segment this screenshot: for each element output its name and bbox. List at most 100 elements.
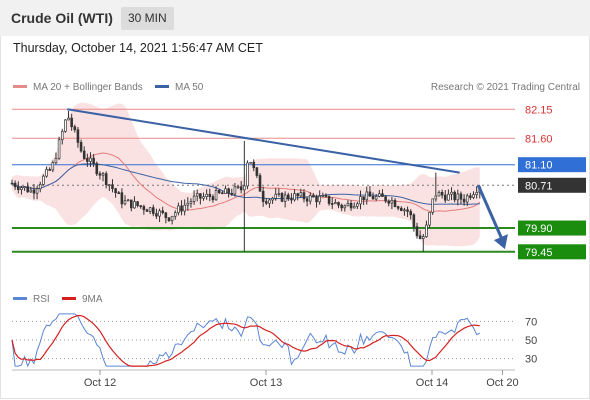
candle-body [192, 195, 196, 202]
candle-body [111, 184, 114, 190]
candle-body [73, 126, 77, 131]
candle-body [406, 209, 409, 212]
candle-body [133, 201, 136, 209]
candle-body [92, 157, 95, 164]
rsi-tick-70: 70 [525, 316, 537, 328]
candle-body [126, 199, 130, 202]
candle-body [236, 186, 240, 189]
candle-body [148, 207, 152, 212]
x-tick-label: Oct 14 [416, 377, 448, 389]
candle-body [67, 117, 70, 121]
candle-body [227, 188, 230, 194]
candle-body [230, 193, 234, 195]
candle-body [337, 202, 340, 206]
candle-body [475, 192, 478, 195]
candle-body [180, 205, 183, 212]
candle-body [271, 197, 274, 201]
level-label-81.60: 81.60 [525, 133, 553, 145]
x-tick-label: Oct 20 [486, 377, 518, 389]
candle-body [108, 184, 111, 187]
candle-body [403, 209, 406, 212]
candle-body [409, 211, 413, 216]
candle-body [186, 202, 190, 206]
candle-body [356, 203, 359, 207]
candle-body [158, 210, 161, 217]
candle-body [45, 169, 48, 177]
candle-body [381, 193, 384, 197]
candle-body [431, 198, 434, 213]
candle-body [296, 193, 299, 197]
rsi-line [11, 313, 481, 368]
candle-body [130, 199, 133, 209]
candle-body [221, 192, 224, 195]
chart-header [0, 0, 590, 36]
candle-body [155, 213, 158, 217]
candle-body [440, 192, 444, 196]
candle-body [86, 158, 89, 162]
candle-body [202, 196, 205, 199]
candle-body [283, 194, 287, 202]
candle-body [324, 195, 328, 197]
candle-body [258, 175, 262, 192]
candle-body [437, 192, 441, 197]
candle-body [38, 184, 42, 190]
candle-body [249, 161, 252, 164]
candle-body [170, 215, 174, 222]
candle-body [443, 194, 447, 201]
candle-body [305, 198, 309, 202]
candle-body [378, 193, 381, 197]
candle-body [101, 173, 105, 176]
candle-body [139, 205, 143, 207]
candle-body [293, 193, 296, 201]
candle-body [349, 202, 353, 209]
candle-body [217, 189, 221, 194]
candle-body [195, 193, 199, 197]
candle-body [16, 186, 20, 190]
candle-body [312, 195, 315, 198]
candle-body [374, 196, 378, 200]
candle-body [189, 201, 193, 204]
candle-body [396, 206, 400, 209]
candle-body [29, 189, 33, 193]
candle-body [199, 193, 202, 199]
credit-text: Research © 2021 Trading Central [431, 82, 580, 93]
candle-body [340, 204, 343, 209]
candle-body [280, 193, 284, 202]
candle-body [459, 193, 463, 200]
level-label-box [518, 130, 586, 146]
bollinger-legend-swatch [13, 85, 27, 88]
candle-body [54, 157, 58, 164]
candle-body [233, 186, 237, 195]
bollinger-legend-label: MA 20 + Bollinger Bands [33, 82, 143, 93]
rsi-ma-legend-label: 9MA [82, 294, 103, 305]
candle-body [290, 198, 293, 201]
candle-body [23, 186, 26, 189]
rsi-plot: 70 50 30 [11, 313, 537, 368]
candle-body [462, 198, 466, 203]
candle-body [450, 191, 453, 195]
candle-body [211, 196, 215, 201]
candle-body [142, 206, 146, 211]
level-labels: 82.15 81.60 81.10 80.71 79.90 79.45 [518, 101, 586, 260]
candle-body [104, 173, 108, 186]
x-axis: Oct 12 Oct 13 Oct 14 Oct 20 [12, 369, 519, 389]
ma50-legend-swatch [155, 85, 169, 88]
candle-body [421, 236, 425, 239]
level-label-80.71: 80.71 [525, 180, 553, 192]
chart-datetime: Thursday, October 14, 2021 1:56:47 AM CE… [13, 41, 263, 55]
candle-body [321, 195, 325, 197]
timeframe-badge[interactable]: 30 MIN [121, 7, 174, 30]
candle-body [82, 150, 86, 159]
candle-body [265, 201, 268, 204]
candle-body [359, 196, 362, 205]
level-label-79.45: 79.45 [525, 247, 553, 259]
candle-body [114, 188, 117, 194]
candle-body [42, 175, 45, 185]
candle-body [425, 224, 428, 237]
candle-body [334, 202, 337, 205]
candle-body [117, 192, 121, 195]
candle-body [57, 139, 61, 159]
candle-body [400, 207, 403, 211]
candle-body [246, 162, 249, 187]
candle-body [164, 212, 168, 219]
